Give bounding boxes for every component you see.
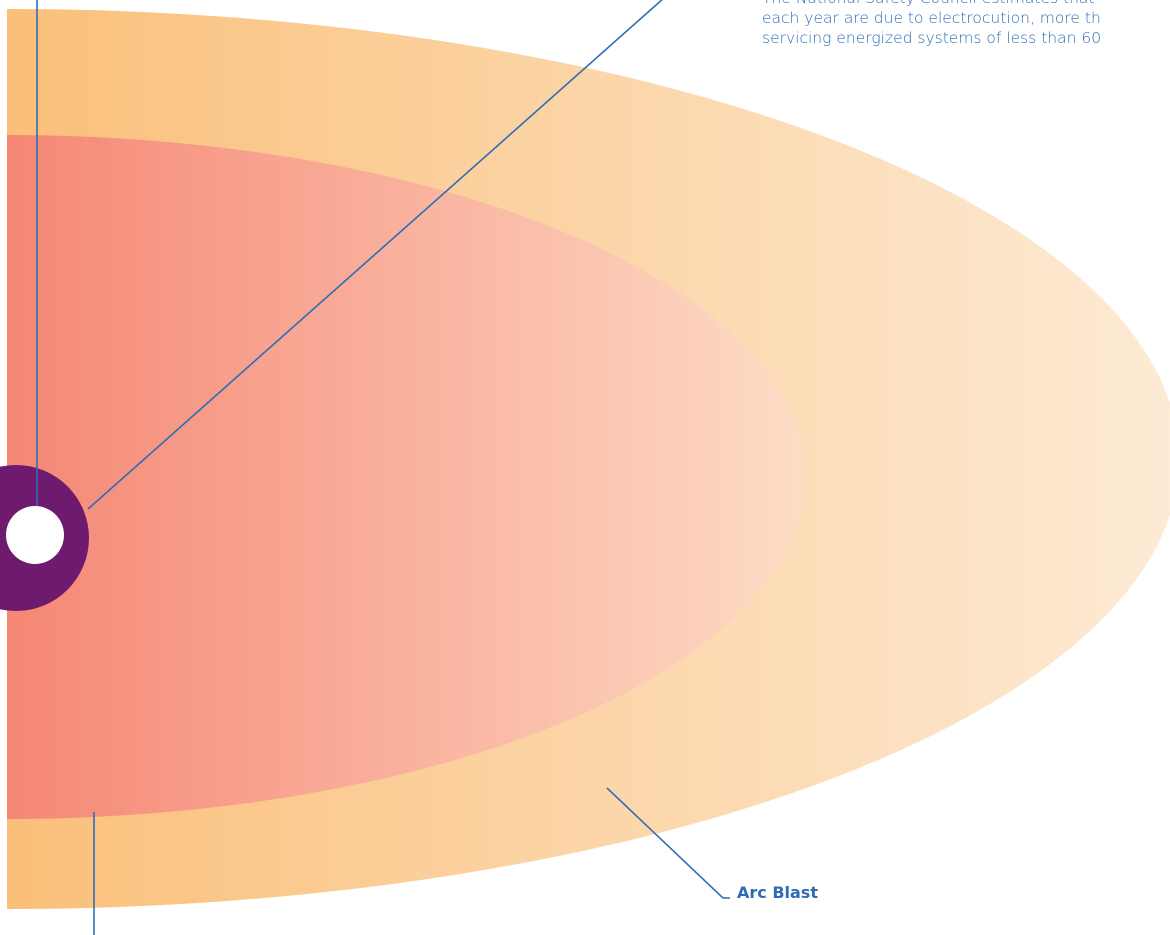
- intro-text: The National Safety Council estimates th…: [762, 0, 1170, 48]
- leader-lines: [36, 0, 730, 935]
- arc-flash-zone: [7, 135, 805, 819]
- leader-line-source-ring: [87, 0, 663, 510]
- intro-line: each year are due to electrocution, more…: [762, 9, 1101, 27]
- intro-line: The National Safety Council estimates th…: [762, 0, 1170, 8]
- arc-source-marker: [0, 465, 89, 611]
- intro-line: servicing energized systems of less than…: [762, 29, 1102, 47]
- arc-source-core: [6, 506, 64, 564]
- leader-line-arc-blast: [606, 787, 730, 899]
- arc-blast-label: Arc Blast: [737, 883, 818, 902]
